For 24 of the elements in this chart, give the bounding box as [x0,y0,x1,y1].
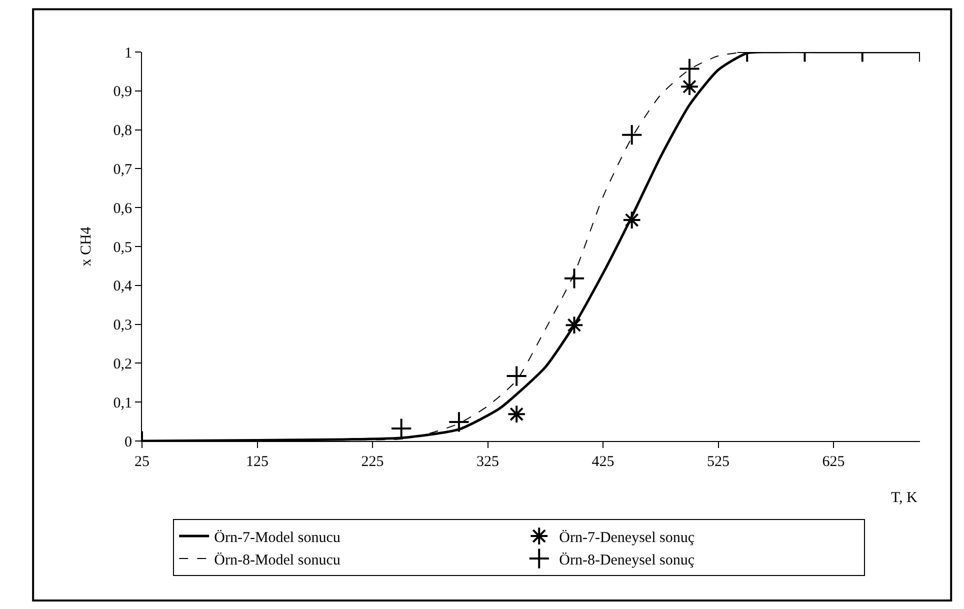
y-tick-label: 0,6 [113,200,132,217]
x-tick-label: 425 [592,454,614,470]
x-tick-label: 625 [822,454,845,470]
y-tick-label: 0,1 [113,395,132,412]
x-tick-label: 125 [246,454,269,470]
y-axis-title: x CH4 [78,226,94,266]
legend-label: Örn-7-Deneysel sonuç [559,528,695,546]
y-tick-label: 0,8 [113,123,132,140]
legend-label: Örn-8-Model sonucu [214,551,341,568]
y-tick-label: 0,5 [113,240,132,256]
x-tick-label: 325 [476,454,500,470]
x-axis-title: T, K [891,490,918,506]
y-tick-label: 0,4 [113,278,132,295]
y-tick-label: 0,3 [113,318,132,334]
x-tick-label: 525 [707,454,730,470]
y-tick-label: 1 [124,45,132,62]
y-tick-label: 0 [124,434,132,450]
legend-label: Örn-8-Deneysel sonuç [559,551,695,568]
y-tick-label: 0,2 [113,356,132,372]
y-tick-label: 0,7 [113,162,132,178]
x-tick-label: 225 [361,454,384,470]
x-tick-label: 25 [134,454,150,470]
y-tick-label: 0,9 [113,84,132,100]
legend-label: Örn-7-Model sonucu [214,528,341,546]
